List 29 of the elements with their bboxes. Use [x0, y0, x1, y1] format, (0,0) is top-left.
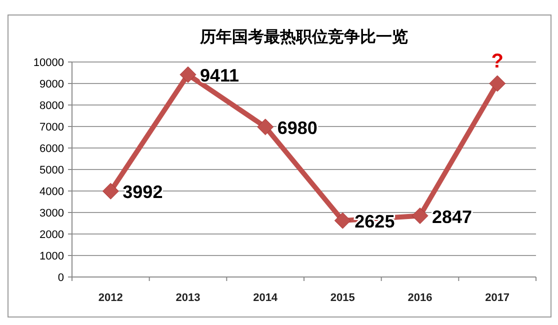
y-tick-label: 10000 — [33, 57, 64, 69]
data-label: 9411 — [200, 66, 240, 86]
data-label: 3992 — [122, 182, 163, 202]
y-tick-label: 3000 — [40, 208, 64, 220]
y-tick-label: 6000 — [40, 143, 64, 155]
y-tick-label: 5000 — [40, 164, 64, 176]
x-tick-label: 2015 — [330, 292, 355, 304]
x-tick-label: 2013 — [176, 292, 200, 304]
x-tick-label: 2014 — [253, 292, 278, 304]
point — [334, 212, 351, 229]
y-tick-label: 2000 — [40, 229, 64, 241]
point — [180, 66, 196, 83]
point — [489, 75, 506, 92]
y-tick-label: 0 — [58, 272, 64, 284]
y-tick-label: 1000 — [40, 250, 64, 262]
y-tick-label: 4000 — [40, 186, 64, 198]
x-tick-label: 2016 — [408, 292, 432, 304]
point — [412, 208, 428, 224]
y-tick-label: 9000 — [40, 78, 64, 90]
x-tick-label: 2012 — [98, 292, 123, 304]
point — [102, 182, 119, 200]
chart-title: 历年国考最热职位竞争比一览 — [199, 28, 408, 46]
y-tick-label: 8000 — [40, 100, 64, 112]
x-tick-label: 2017 — [485, 292, 510, 304]
data-label: 2847 — [432, 206, 472, 227]
annotation: ? — [491, 50, 504, 72]
point — [257, 118, 274, 136]
y-tick-label: 7000 — [40, 122, 64, 134]
data-label: 6980 — [277, 118, 318, 138]
